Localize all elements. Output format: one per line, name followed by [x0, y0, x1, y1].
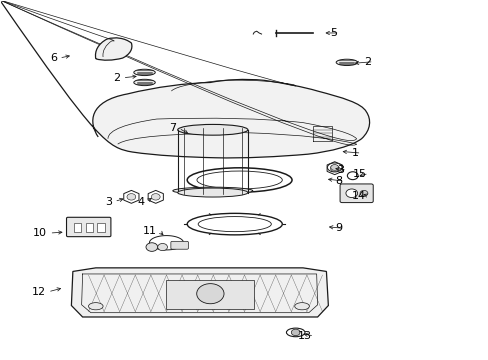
Text: 2: 2: [364, 57, 370, 67]
Text: 11: 11: [142, 226, 157, 236]
Circle shape: [330, 165, 338, 170]
Ellipse shape: [177, 188, 247, 197]
Text: 12: 12: [31, 287, 45, 297]
Text: 1: 1: [351, 148, 358, 158]
Ellipse shape: [88, 303, 103, 310]
Ellipse shape: [335, 59, 357, 66]
Text: 9: 9: [334, 224, 341, 233]
Circle shape: [330, 165, 338, 171]
Text: 2: 2: [113, 73, 120, 83]
Polygon shape: [71, 268, 328, 317]
Circle shape: [359, 190, 367, 196]
Ellipse shape: [134, 69, 155, 76]
Text: 10: 10: [33, 228, 47, 238]
Ellipse shape: [177, 125, 247, 135]
Circle shape: [345, 189, 357, 198]
Text: 15: 15: [352, 168, 366, 179]
Text: 4: 4: [137, 197, 144, 207]
Ellipse shape: [327, 163, 341, 172]
Text: 7: 7: [169, 123, 176, 133]
Polygon shape: [166, 280, 254, 309]
Text: 13: 13: [297, 331, 311, 341]
Circle shape: [158, 243, 167, 251]
Circle shape: [146, 243, 158, 251]
Text: 14: 14: [351, 191, 366, 201]
Ellipse shape: [134, 79, 155, 86]
Polygon shape: [123, 190, 139, 203]
Bar: [97, 223, 104, 232]
Text: 3: 3: [337, 165, 344, 175]
Ellipse shape: [294, 303, 309, 310]
Bar: [74, 223, 81, 232]
FancyBboxPatch shape: [66, 217, 111, 237]
Bar: [85, 223, 93, 232]
Circle shape: [151, 194, 160, 200]
Text: 8: 8: [334, 176, 341, 186]
Text: 3: 3: [104, 197, 112, 207]
Text: 6: 6: [50, 53, 57, 63]
FancyBboxPatch shape: [339, 184, 372, 203]
PathPatch shape: [93, 80, 369, 158]
Circle shape: [346, 172, 357, 180]
Ellipse shape: [286, 328, 305, 337]
FancyBboxPatch shape: [170, 241, 188, 249]
Ellipse shape: [172, 187, 252, 194]
Circle shape: [291, 329, 300, 336]
Circle shape: [196, 284, 224, 304]
Polygon shape: [148, 190, 163, 203]
Text: 5: 5: [329, 28, 336, 38]
Polygon shape: [326, 162, 342, 175]
Circle shape: [127, 194, 136, 200]
PathPatch shape: [95, 38, 132, 60]
